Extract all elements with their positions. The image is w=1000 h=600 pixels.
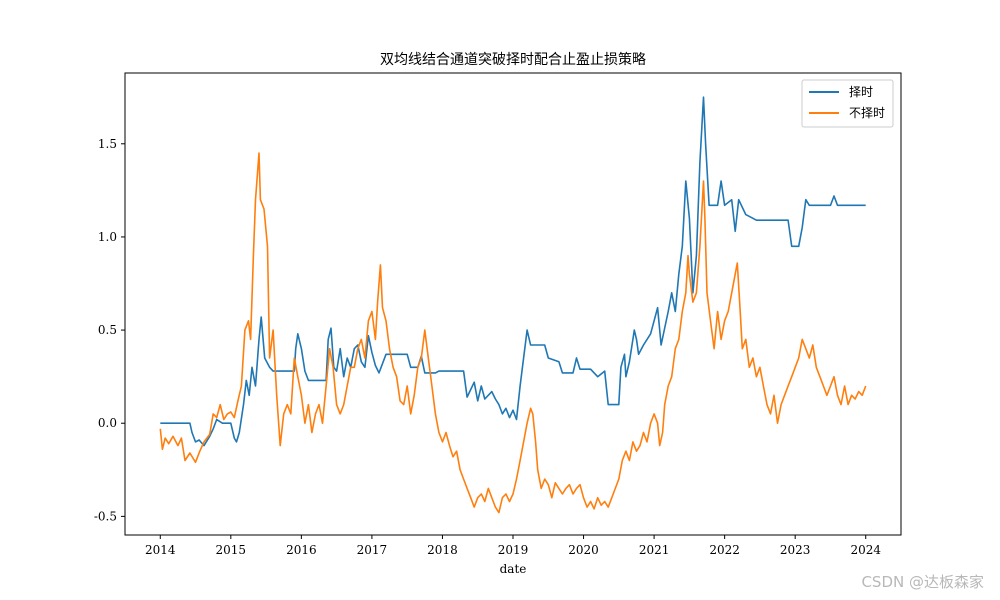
x-tick-label: 2020 <box>568 543 599 557</box>
x-tick-label: 2024 <box>850 543 881 557</box>
series-line-no-timing <box>159 152 867 514</box>
plot-area: 2014 2015 2016 2017 2018 2019 2020 2021 2022 2023… <box>94 72 902 557</box>
y-axis-ticks: -0.5 0.0 0.5 1.0 1.5 <box>94 137 125 523</box>
y-tick-label: 1.0 <box>98 230 117 244</box>
y-tick-label: -0.5 <box>94 509 117 523</box>
x-tick-label: 2021 <box>639 543 670 557</box>
legend-label-timing: 择时 <box>849 85 873 99</box>
y-tick-label: 0.0 <box>98 416 117 430</box>
x-tick-label: 2019 <box>498 543 529 557</box>
legend-label-no-timing: 不择时 <box>849 106 885 120</box>
x-tick-label: 2017 <box>357 543 388 557</box>
chart-title: 双均线结合通道突破择时配合止盈止损策略 <box>380 51 646 68</box>
y-tick-label: 0.5 <box>98 323 117 337</box>
x-tick-label: 2023 <box>780 543 811 557</box>
watermark-text: CSDN @达板森家 <box>861 573 984 591</box>
x-axis-label: date <box>500 562 527 576</box>
x-tick-label: 2015 <box>216 543 247 557</box>
x-axis-ticks: 2014 2015 2016 2017 2018 2019 2020 2021 2022 2023… <box>145 535 881 557</box>
series-layer <box>159 96 867 514</box>
x-tick-label: 2014 <box>145 543 176 557</box>
series-line-timing <box>160 96 866 447</box>
y-tick-label: 1.5 <box>98 137 117 151</box>
x-tick-label: 2016 <box>286 543 317 557</box>
legend: 择时 不择时 <box>801 79 894 128</box>
x-tick-label: 2022 <box>709 543 740 557</box>
x-tick-label: 2018 <box>427 543 458 557</box>
